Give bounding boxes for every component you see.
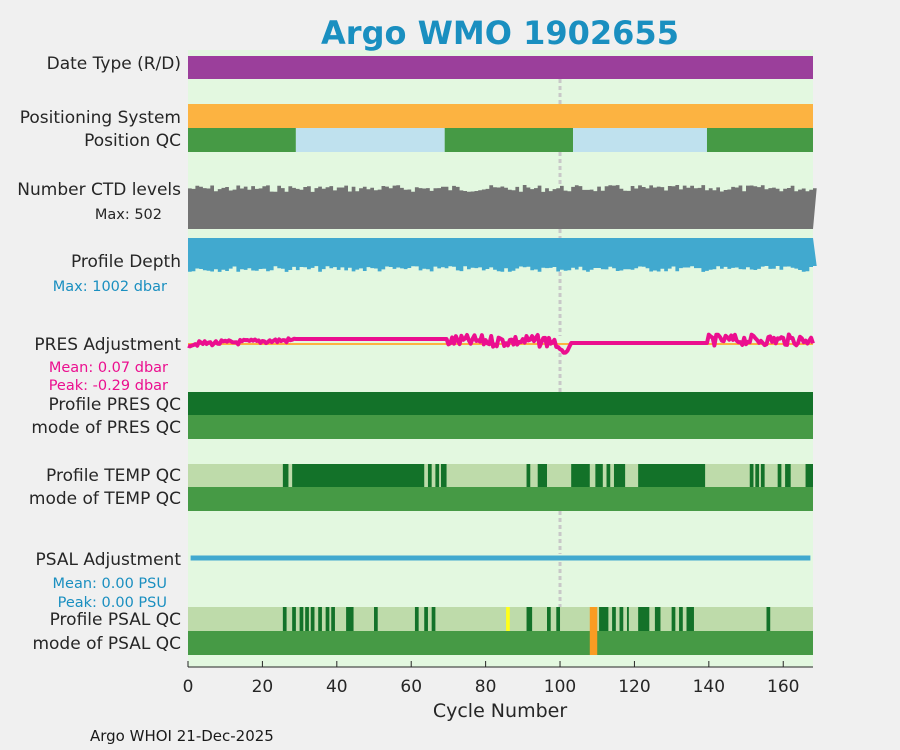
psal-qc-dark-segment — [325, 607, 330, 631]
psal-qc-dark-segment — [626, 607, 629, 631]
plot-area — [188, 50, 813, 667]
psal-qc-dark-segment — [346, 607, 354, 631]
profile-temp-qc-bar — [188, 464, 813, 487]
profile-psal-qc-bar — [188, 607, 813, 631]
psal-qc-dark-segment — [526, 607, 533, 631]
psal-qc-orange-flag — [589, 607, 598, 631]
ctd-levels-band — [188, 185, 817, 229]
label-pres-peak: Peak: -0.29 dbar — [49, 378, 168, 394]
x-tick-label: 20 — [252, 677, 274, 697]
pres-adjustment-series — [187, 332, 815, 355]
label-psal-adjustment: PSAL Adjustment — [36, 550, 182, 570]
mode-temp-qc-bar — [188, 487, 813, 511]
psal-qc-dark-segment — [547, 607, 551, 631]
psal-qc-dark-segment — [292, 607, 296, 631]
x-tick-label: 160 — [767, 677, 799, 697]
label-profile-temp-qc: Profile TEMP QC — [46, 466, 181, 486]
psal-qc-dark-segment — [299, 607, 304, 631]
x-axis: 0 20 40 60 80 100 120 140 160 — [183, 661, 813, 697]
position-qc-segment — [706, 128, 813, 152]
psal-qc-dark-segment — [310, 607, 315, 631]
profile-pres-qc-bar — [188, 392, 813, 415]
psal-qc-dark-segment — [374, 607, 378, 631]
psal-qc-dark-segment — [766, 607, 771, 631]
x-tick-label: 0 — [183, 677, 194, 697]
x-tick-label: 80 — [475, 677, 497, 697]
label-depth-max: Max: 1002 dbar — [53, 279, 167, 295]
temp-qc-dark-segment — [760, 464, 765, 487]
psal-qc-dark-segment — [424, 607, 428, 631]
psal-qc-dark-segment — [282, 607, 287, 631]
psal-qc-dark-segment — [305, 607, 309, 631]
psal-qc-dark-segment — [679, 607, 683, 631]
x-tick-label: 120 — [618, 677, 650, 697]
temp-qc-dark-segment — [571, 464, 590, 487]
temp-qc-dark-segment — [805, 464, 813, 487]
label-psal-peak: Peak: 0.00 PSU — [58, 595, 167, 611]
chart-title: Argo WMO 1902655 — [321, 14, 679, 52]
psal-qc-dark-segment — [414, 607, 419, 631]
positioning-system-bar — [188, 104, 813, 128]
temp-qc-dark-segment — [755, 464, 760, 487]
mode-pres-qc-bar — [188, 415, 813, 439]
x-tick-label: 100 — [544, 677, 576, 697]
x-tick-label: 40 — [326, 677, 348, 697]
temp-qc-dark-segment — [440, 464, 447, 487]
x-tick-label: 140 — [693, 677, 725, 697]
temp-qc-dark-segment — [749, 464, 754, 487]
date-type-bar — [188, 56, 813, 79]
temp-qc-dark-segment — [595, 464, 603, 487]
temp-qc-dark-segment — [606, 464, 611, 487]
footer-credit: Argo WHOI 21-Dec-2025 — [90, 727, 274, 745]
label-mode-pres-qc: mode of PRES QC — [31, 418, 181, 438]
profile-depth-band — [188, 238, 817, 272]
label-ctd-max: Max: 502 — [95, 207, 162, 223]
temp-qc-dark-segment — [777, 464, 782, 487]
psal-qc-dark-segment — [619, 607, 624, 631]
position-qc-segment — [295, 128, 445, 152]
psal-qc-dark-segment — [556, 607, 561, 631]
label-psal-mean: Mean: 0.00 PSU — [53, 576, 167, 592]
label-position-qc: Position QC — [84, 131, 181, 151]
psal-qc-dark-segment — [686, 607, 694, 631]
temp-qc-dark-segment — [613, 464, 626, 487]
label-date-type: Date Type (R/D) — [47, 54, 181, 74]
x-tick-label: 60 — [400, 677, 422, 697]
mode-psal-qc-orange-flag — [589, 631, 598, 655]
position-qc-segment — [573, 128, 707, 152]
psal-qc-yellow-flag — [506, 607, 510, 631]
x-axis-label: Cycle Number — [433, 700, 567, 722]
label-profile-psal-qc: Profile PSAL QC — [50, 610, 181, 630]
temp-qc-dark-segment — [282, 464, 289, 487]
temp-qc-dark-segment — [292, 464, 425, 487]
psal-qc-dark-segment — [318, 607, 322, 631]
bars-layer — [187, 56, 817, 655]
label-mode-temp-qc: mode of TEMP QC — [29, 489, 181, 509]
psal-qc-dark-segment — [671, 607, 676, 631]
temp-qc-dark-segment — [785, 464, 791, 487]
temp-qc-dark-segment — [435, 464, 440, 487]
psal-qc-dark-segment — [331, 607, 335, 631]
label-mode-psal-qc: mode of PSAL QC — [32, 634, 181, 654]
psal-qc-dark-segment — [431, 607, 436, 631]
psal-qc-dark-segment — [612, 607, 616, 631]
temp-qc-dark-segment — [526, 464, 531, 487]
temp-qc-dark-segment — [427, 464, 432, 487]
label-pres-adjustment: PRES Adjustment — [34, 335, 181, 355]
mode-psal-qc-bar — [188, 631, 813, 655]
position-qc-segment — [444, 128, 574, 152]
position-qc-segment — [188, 128, 296, 152]
psal-qc-dark-segment — [638, 607, 650, 631]
temp-qc-dark-segment — [638, 464, 706, 487]
label-profile-pres-qc: Profile PRES QC — [48, 395, 181, 415]
label-pres-mean: Mean: 0.07 dbar — [49, 360, 168, 376]
psal-qc-dark-segment — [654, 607, 661, 631]
label-profile-depth: Profile Depth — [71, 252, 181, 272]
label-positioning-system: Positioning System — [20, 108, 181, 128]
psal-qc-dark-segment — [599, 607, 609, 631]
label-ctd-levels: Number CTD levels — [17, 180, 181, 200]
temp-qc-dark-segment — [537, 464, 548, 487]
